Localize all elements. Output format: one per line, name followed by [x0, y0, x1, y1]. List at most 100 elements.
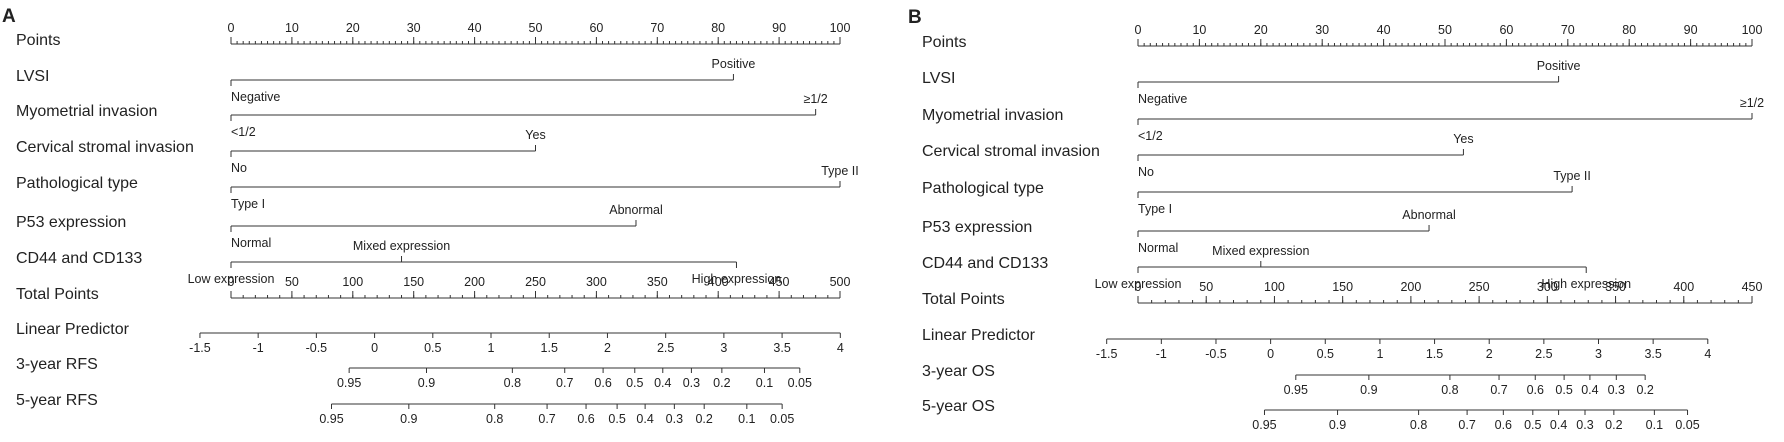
- linear-predictor-tick-label: 3.5: [773, 341, 790, 355]
- linear-predictor-tick-label: 0.5: [1317, 347, 1334, 361]
- 3-year-rfs-tick-label: 0.2: [713, 376, 730, 390]
- linear-predictor-tick-label: 0.5: [424, 341, 441, 355]
- row-label-cd44-and-cd133: CD44 and CD133: [16, 250, 142, 267]
- total-points-tick-label: 300: [1537, 280, 1558, 294]
- lvsi-category-label: Negative: [231, 90, 280, 104]
- 3-year-rfs-tick-label: 0.05: [788, 376, 812, 390]
- cd44-and-cd133-category-label: Low expression: [1095, 277, 1182, 291]
- total-points-tick-label: 350: [1605, 280, 1626, 294]
- 3-year-rfs-tick-label: 0.5: [626, 376, 643, 390]
- 5-year-os-tick-label: 0.05: [1675, 418, 1699, 432]
- points-tick-label: 60: [589, 21, 603, 35]
- row-label-lvsi: LVSI: [922, 70, 956, 87]
- total-points-tick-label: 450: [1742, 280, 1763, 294]
- pathological-type-category-label: Type II: [1553, 169, 1591, 183]
- p53-expression-category-label: Normal: [231, 236, 271, 250]
- 3-year-rfs-tick-label: 0.3: [683, 376, 700, 390]
- cd44-and-cd133-category-label: High expression: [692, 272, 782, 286]
- 3-year-os-tick-label: 0.9: [1360, 383, 1377, 397]
- total-points-tick-label: 500: [830, 275, 851, 289]
- points-tick-label: 30: [1315, 23, 1329, 37]
- row-label-pathological-type: Pathological type: [922, 180, 1044, 197]
- pathological-type-category-label: Type I: [231, 197, 265, 211]
- cervical-stromal-invasion-category-label: No: [1138, 165, 1154, 179]
- row-label-myometrial-invasion: Myometrial invasion: [16, 103, 157, 120]
- row-label-total-points: Total Points: [16, 286, 99, 303]
- total-points-tick-label: 50: [1199, 280, 1213, 294]
- 3-year-os-tick-label: 0.5: [1555, 383, 1572, 397]
- linear-predictor-tick-label: 2.5: [657, 341, 674, 355]
- 5-year-os-tick-label: 0.3: [1576, 418, 1593, 432]
- row-label-points: Points: [16, 32, 60, 49]
- linear-predictor-tick-label: 1: [488, 341, 495, 355]
- 3-year-rfs-tick-label: 0.95: [337, 376, 361, 390]
- row-label-linear-predictor: Linear Predictor: [922, 327, 1036, 344]
- points-tick-label: 90: [772, 21, 786, 35]
- points-tick-label: 100: [1742, 23, 1763, 37]
- row-label-total-points: Total Points: [922, 291, 1005, 308]
- total-points-tick-label: 350: [647, 275, 668, 289]
- 5-year-os-tick-label: 0.9: [1329, 418, 1346, 432]
- total-points-tick-label: 150: [403, 275, 424, 289]
- cd44-and-cd133-category-label: Mixed expression: [353, 239, 450, 253]
- 5-year-os-tick-label: 0.1: [1646, 418, 1663, 432]
- linear-predictor-tick-label: 3: [1595, 347, 1602, 361]
- 3-year-rfs-tick-label: 0.7: [556, 376, 573, 390]
- points-tick-label: 30: [407, 21, 421, 35]
- cd44-and-cd133-category-label: Mixed expression: [1212, 244, 1309, 258]
- lvsi-category-label: Positive: [1537, 59, 1581, 73]
- 3-year-rfs-tick-label: 0.9: [418, 376, 435, 390]
- linear-predictor-tick-label: 2: [604, 341, 611, 355]
- total-points-tick-label: 450: [769, 275, 790, 289]
- myometrial-invasion-category-label: <1/2: [231, 125, 256, 139]
- 3-year-rfs-tick-label: 0.6: [594, 376, 611, 390]
- 5-year-rfs-tick-label: 0.7: [538, 412, 555, 426]
- 3-year-rfs-tick-label: 0.1: [756, 376, 773, 390]
- row-label-pathological-type: Pathological type: [16, 175, 138, 192]
- row-label-5-year-rfs: 5-year RFS: [16, 392, 98, 409]
- 5-year-rfs-tick-label: 0.2: [695, 412, 712, 426]
- pathological-type-category-label: Type I: [1138, 202, 1172, 216]
- 5-year-rfs-tick-label: 0.8: [486, 412, 503, 426]
- 3-year-os-tick-label: 0.6: [1527, 383, 1544, 397]
- 3-year-os-tick-label: 0.7: [1490, 383, 1507, 397]
- points-tick-label: 80: [1622, 23, 1636, 37]
- total-points-tick-label: 100: [342, 275, 363, 289]
- row-label-lvsi: LVSI: [16, 68, 50, 85]
- total-points-tick-label: 400: [708, 275, 729, 289]
- total-points-tick-label: 200: [464, 275, 485, 289]
- points-tick-label: 0: [228, 21, 235, 35]
- points-tick-label: 100: [830, 21, 851, 35]
- 5-year-os-tick-label: 0.6: [1495, 418, 1512, 432]
- 3-year-os-tick-label: 0.2: [1636, 383, 1653, 397]
- points-tick-label: 10: [1192, 23, 1206, 37]
- total-points-tick-label: 150: [1332, 280, 1353, 294]
- total-points-tick-label: 250: [525, 275, 546, 289]
- cervical-stromal-invasion-category-label: Yes: [1453, 132, 1473, 146]
- 5-year-rfs-tick-label: 0.05: [770, 412, 794, 426]
- cd44-and-cd133-category-label: High expression: [1541, 277, 1631, 291]
- points-tick-label: 60: [1499, 23, 1513, 37]
- 5-year-os-tick-label: 0.2: [1605, 418, 1622, 432]
- row-label-3-year-rfs: 3-year RFS: [16, 356, 98, 373]
- 5-year-os-tick-label: 0.8: [1410, 418, 1427, 432]
- total-points-tick-label: 250: [1469, 280, 1490, 294]
- 5-year-rfs-tick-label: 0.5: [608, 412, 625, 426]
- linear-predictor-tick-label: 1: [1376, 347, 1383, 361]
- row-label-5-year-os: 5-year OS: [922, 398, 995, 415]
- cervical-stromal-invasion-category-label: No: [231, 161, 247, 175]
- total-points-tick-label: 0: [1135, 280, 1142, 294]
- linear-predictor-tick-label: -1.5: [1096, 347, 1118, 361]
- points-tick-label: 80: [711, 21, 725, 35]
- linear-predictor-tick-label: 0: [371, 341, 378, 355]
- 5-year-rfs-tick-label: 0.4: [636, 412, 653, 426]
- 5-year-os-tick-label: 0.7: [1458, 418, 1475, 432]
- row-label-3-year-os: 3-year OS: [922, 363, 995, 380]
- 5-year-rfs-tick-label: 0.95: [319, 412, 343, 426]
- total-points-tick-label: 400: [1673, 280, 1694, 294]
- panel-letter: B: [908, 7, 922, 28]
- points-tick-label: 50: [1438, 23, 1452, 37]
- row-label-points: Points: [922, 34, 966, 51]
